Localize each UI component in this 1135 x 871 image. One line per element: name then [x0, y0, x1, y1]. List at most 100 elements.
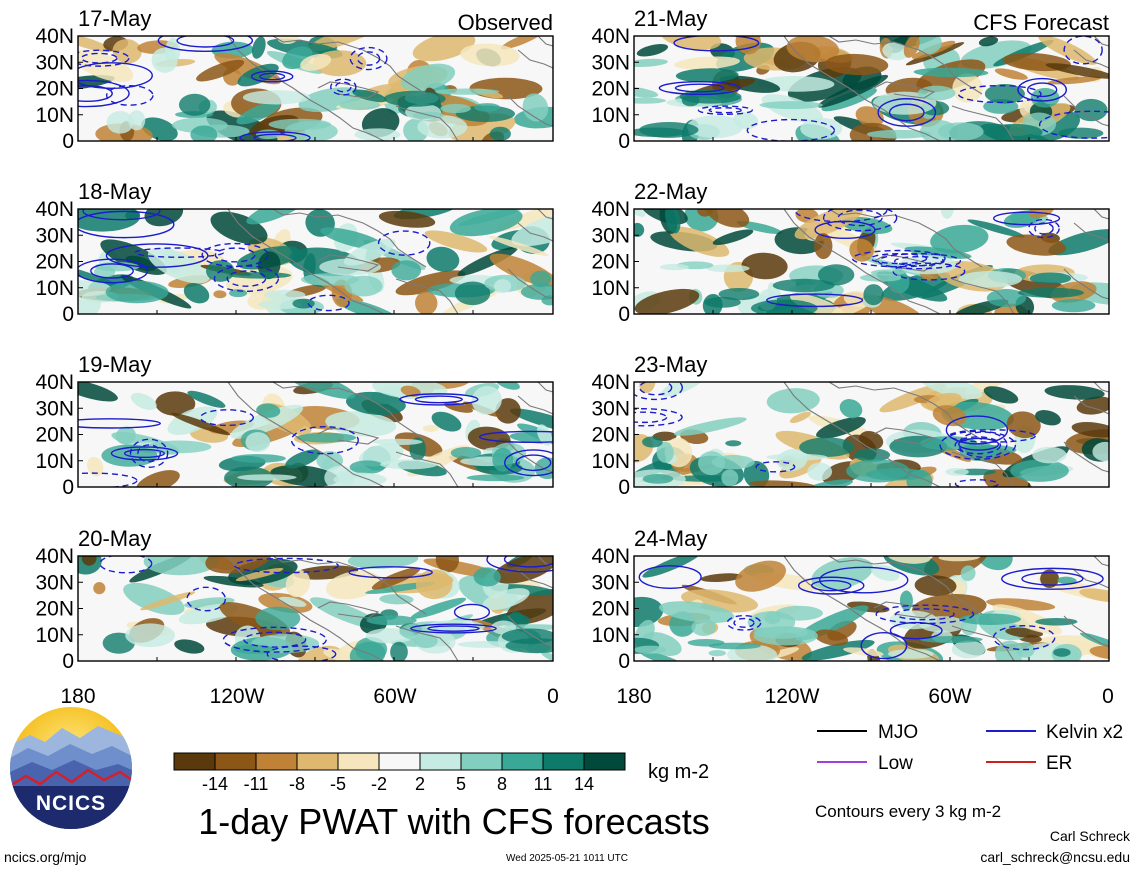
colorbar-swatch — [583, 752, 626, 771]
legend-label-low: Low — [878, 753, 913, 774]
map-panel: 40N 30N 20N 10N 0 20-May — [35, 526, 554, 673]
lat-tick-label: 30N — [591, 397, 630, 420]
lat-tick-label: 20N — [35, 424, 74, 447]
lon-tick-label: 60W — [928, 685, 971, 708]
legend-label-mjo: MJO — [878, 722, 918, 743]
pwat-shading — [634, 556, 1109, 661]
kelvin-contours — [78, 209, 431, 312]
panel-date: 24-May — [634, 526, 707, 551]
lon-ticks-right: 180 120W 60W 0 — [616, 685, 1113, 708]
panel-corner-label: CFS Forecast — [973, 10, 1109, 35]
kelvin-contours — [658, 36, 1109, 141]
lat-tick-label: 10N — [35, 450, 74, 473]
colorbar-swatch — [173, 752, 216, 771]
lat-tick-label: 40N — [591, 25, 630, 48]
lat-tick-label: 10N — [591, 624, 630, 647]
coastlines — [227, 36, 553, 141]
map-panel: 40N 30N 20N 10N 0 21-May CFS Forecast — [591, 6, 1110, 153]
ncics-logo: NCICS — [10, 707, 132, 829]
logo-text: NCICS — [36, 792, 106, 815]
colorbar-swatch — [542, 752, 585, 771]
map-panel: 40N 30N 20N 10N 0 23-May — [591, 352, 1110, 499]
colorbar-label: 2 — [415, 774, 425, 794]
lon-tick-label: 0 — [1102, 685, 1114, 708]
colorbar-label: -14 — [202, 774, 228, 794]
panel-date: 17-May — [78, 6, 151, 31]
panel-date: 23-May — [634, 352, 707, 377]
lon-tick-label: 180 — [616, 685, 651, 708]
lat-tick-label: 10N — [591, 104, 630, 127]
panel-date: 20-May — [78, 526, 151, 551]
lat-tick-label: 20N — [591, 78, 630, 101]
lat-tick-label: 20N — [35, 78, 74, 101]
colorbar-swatch — [378, 752, 421, 771]
lat-tick-label: 20N — [591, 251, 630, 274]
map-panel: 40N 30N 20N 10N 0 24-May — [591, 526, 1110, 673]
lat-tick-label: 40N — [591, 198, 630, 221]
colorbar-units: kg m-2 — [648, 761, 709, 783]
lat-tick-label: 20N — [591, 424, 630, 447]
map-panel: 40N 30N 20N 10N 0 18-May — [35, 179, 554, 326]
colorbar-swatch — [501, 752, 544, 771]
map-panel: 40N 30N 20N 10N 0 17-May Observed — [35, 6, 554, 153]
panel-date: 19-May — [78, 352, 151, 377]
lon-tick-label: 60W — [373, 685, 416, 708]
lat-tick-label: 40N — [591, 371, 630, 394]
lat-tick-label: 30N — [35, 51, 74, 74]
lat-tick-label: 20N — [35, 251, 74, 274]
credit-author: Carl Schreck — [1050, 828, 1131, 844]
colorbar-label: 8 — [497, 774, 507, 794]
panel-date: 18-May — [78, 179, 151, 204]
lat-tick-label: 40N — [35, 545, 74, 568]
kelvin-contours — [638, 565, 1104, 660]
panel-date: 22-May — [634, 179, 707, 204]
lat-tick-label: 30N — [35, 397, 74, 420]
credit-email: carl_schreck@ncsu.edu — [980, 849, 1130, 865]
lon-tick-label: 0 — [547, 685, 559, 708]
lat-tick-label: 0 — [618, 650, 630, 673]
lat-tick-label: 20N — [35, 598, 74, 621]
lat-tick-label: 0 — [618, 130, 630, 153]
coastlines — [227, 556, 553, 661]
map-panels: 40N 30N 20N 10N 0 17-May Observed 40N 30N 20N 10N 0… — [35, 6, 1110, 673]
colorbar: -14 -11 -8 -5 -2 2 5 8 11 14 — [173, 752, 626, 794]
colorbar-label: 5 — [456, 774, 466, 794]
colorbar-label: 14 — [574, 774, 594, 794]
lon-tick-label: 120W — [210, 685, 265, 708]
lat-tick-label: 0 — [618, 476, 630, 499]
lat-tick-label: 40N — [35, 25, 74, 48]
colorbar-swatch — [255, 752, 298, 771]
lat-tick-label: 20N — [591, 598, 630, 621]
lon-tick-label: 180 — [60, 685, 95, 708]
colorbar-swatch — [214, 752, 257, 771]
figure-title: 1-day PWAT with CFS forecasts — [198, 801, 709, 842]
contour-note: Contours every 3 kg m-2 — [815, 802, 1001, 821]
credit-timestamp: Wed 2025-05-21 1011 UTC — [506, 853, 628, 864]
colorbar-label: 11 — [534, 774, 553, 794]
lat-tick-label: 30N — [591, 224, 630, 247]
lat-tick-label: 0 — [62, 476, 74, 499]
colorbar-swatch — [419, 752, 462, 771]
colorbar-label: -2 — [371, 774, 387, 794]
legend-label-er: ER — [1046, 753, 1072, 774]
lat-tick-label: 40N — [35, 371, 74, 394]
colorbar-swatch — [296, 752, 339, 771]
lat-tick-label: 30N — [35, 224, 74, 247]
colorbar-swatch — [337, 752, 380, 771]
lat-tick-label: 0 — [618, 303, 630, 326]
pwat-shading — [78, 36, 553, 141]
coastlines — [783, 209, 1109, 314]
map-panel: 40N 30N 20N 10N 0 19-May — [35, 352, 554, 499]
panel-date: 21-May — [634, 6, 707, 31]
lat-tick-label: 40N — [591, 545, 630, 568]
lat-tick-label: 30N — [591, 51, 630, 74]
lat-tick-label: 10N — [35, 104, 74, 127]
lat-tick-label: 0 — [62, 303, 74, 326]
map-panel: 40N 30N 20N 10N 0 22-May — [591, 179, 1110, 326]
credit-site: ncics.org/mjo — [4, 849, 87, 865]
legend: MJO Kelvin x2 Low ER Contours every 3 kg… — [815, 722, 1123, 821]
legend-label-kelvin: Kelvin x2 — [1046, 722, 1123, 743]
lat-tick-label: 30N — [591, 571, 630, 594]
lat-tick-label: 10N — [35, 624, 74, 647]
